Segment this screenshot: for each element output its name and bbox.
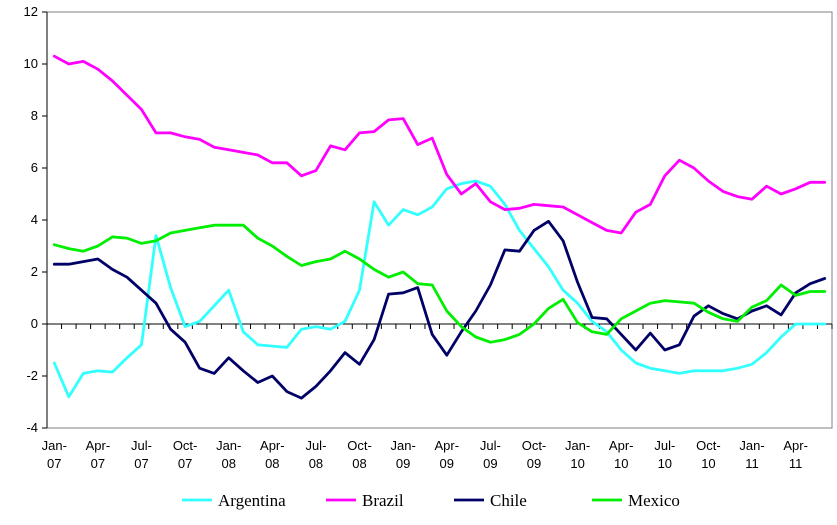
x-tick-label: Jan- xyxy=(565,438,590,453)
x-tick-label: Oct- xyxy=(522,438,547,453)
legend-label-mexico: Mexico xyxy=(628,491,680,510)
x-tick-label: Jan- xyxy=(42,438,67,453)
legend: Argentina Brazil Chile Mexico xyxy=(182,491,680,510)
x-tick-label-year: 08 xyxy=(265,456,279,471)
x-tick-label-year: 08 xyxy=(309,456,323,471)
x-tick-label-year: 07 xyxy=(178,456,192,471)
y-tick-label: 0 xyxy=(31,316,38,331)
y-tick-label: 10 xyxy=(24,56,38,71)
series-line-mexico xyxy=(52,223,827,344)
x-tick-label: Jan- xyxy=(391,438,416,453)
x-tick-label: Jul- xyxy=(654,438,675,453)
x-tick-label-year: 11 xyxy=(745,456,759,471)
x-tick-label: Jan- xyxy=(739,438,764,453)
x-tick-label-year: 08 xyxy=(221,456,235,471)
x-tick-label-year: 07 xyxy=(134,456,148,471)
x-tick-label: Apr- xyxy=(260,438,285,453)
series-line-chile xyxy=(52,219,827,400)
x-tick-label-year: 08 xyxy=(352,456,366,471)
y-tick-label: 4 xyxy=(31,212,38,227)
x-tick-label: Oct- xyxy=(173,438,198,453)
series-lines xyxy=(52,54,827,400)
legend-label-argentina: Argentina xyxy=(218,491,286,510)
x-tick-label: Jul- xyxy=(480,438,501,453)
x-tick-label: Apr- xyxy=(783,438,808,453)
x-tick-label: Jan- xyxy=(216,438,241,453)
series-line-argentina xyxy=(52,179,827,399)
x-tick-label-year: 09 xyxy=(396,456,410,471)
y-tick-label: 2 xyxy=(31,264,38,279)
x-tick-label: Apr- xyxy=(86,438,111,453)
axes: -4 -2 0 2 4 6 8 10 12 Jan- 07 Apr- 07 Jul- 07 Oct- 07 Jan… xyxy=(24,4,833,471)
x-tick-label: Jul- xyxy=(305,438,326,453)
x-tick-label-year: 09 xyxy=(440,456,454,471)
x-tick-label: Oct- xyxy=(696,438,721,453)
y-tick-label: 6 xyxy=(31,160,38,175)
x-tick-label: Apr- xyxy=(609,438,634,453)
x-tick-label: Jul- xyxy=(131,438,152,453)
x-tick-label-year: 07 xyxy=(91,456,105,471)
legend-label-chile: Chile xyxy=(490,491,527,510)
y-tick-label: -4 xyxy=(26,420,38,435)
x-tick-label-year: 10 xyxy=(701,456,715,471)
series-line-brazil xyxy=(52,54,827,235)
x-tick-label-year: 10 xyxy=(614,456,628,471)
y-tick-label: 12 xyxy=(24,4,38,19)
x-tick-label-year: 10 xyxy=(570,456,584,471)
x-tick-label: Apr- xyxy=(434,438,459,453)
x-tick-label-year: 07 xyxy=(47,456,61,471)
x-tick-label-year: 09 xyxy=(483,456,497,471)
x-tick-label-year: 11 xyxy=(789,456,803,471)
x-tick-label-year: 09 xyxy=(527,456,541,471)
x-tick-label-year: 10 xyxy=(658,456,672,471)
x-tick-label: Oct- xyxy=(347,438,372,453)
legend-label-brazil: Brazil xyxy=(362,491,404,510)
plot-area-border xyxy=(46,11,833,429)
y-tick-label: -2 xyxy=(26,368,38,383)
y-tick-label: 8 xyxy=(31,108,38,123)
